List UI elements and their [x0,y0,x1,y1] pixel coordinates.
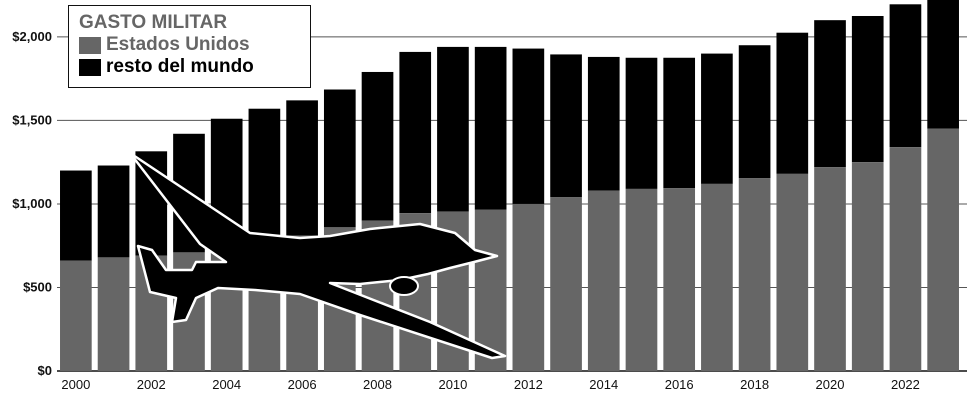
x-tick-label: 2006 [288,377,317,392]
y-axis: $0 $500 $1,000 $1,500 $2,000 [12,29,52,378]
bar-rest-2015 [625,57,658,189]
bar-us-2017 [701,183,733,371]
bar-rest-2013 [550,54,582,198]
bar-us-2016 [663,188,696,371]
legend-swatch-rest [79,58,101,76]
bar-rest-2019 [776,32,809,174]
x-tick-label: 2002 [137,377,166,392]
bar-rest-2014 [587,56,620,191]
bar-rest-2012 [512,48,545,204]
bar-rest-2008 [361,71,394,221]
bar-rest-2007 [323,89,356,228]
x-axis: 2000 2002 2004 2006 2008 2010 2012 2014 2016 2018… [61,377,920,392]
bar-rest-2010 [437,46,469,212]
x-tick-label: 2012 [514,377,543,392]
x-tick-label: 2000 [61,377,90,392]
chart-title: GASTO MILITAR [79,12,228,33]
x-tick-label: 2010 [438,377,467,392]
bar-rest-2005 [248,108,281,243]
y-tick-label: $1,500 [12,112,52,127]
bar-rest-2011 [474,46,507,210]
x-tick-label: 2020 [816,377,845,392]
y-tick-label: $1,000 [12,196,52,211]
bar-rest-2021 [851,15,884,163]
bar-us-2000 [60,260,92,371]
legend-swatch-us [79,36,101,54]
bar-us-2023 [927,128,959,371]
y-tick-label: $2,000 [12,29,52,44]
bar-rest-2001 [97,165,130,258]
bar-us-2001 [97,257,130,371]
legend: GASTO MILITAR Estados Unidos resto del m… [68,5,311,88]
legend-entry-rest: resto del mundo [79,56,310,78]
bar-us-2015 [625,188,658,371]
bar-us-2014 [587,190,620,371]
bar-us-2021 [851,162,884,371]
bar-rest-2017 [701,53,733,184]
bar-us-2022 [889,147,922,371]
x-tick-label: 2008 [363,377,392,392]
y-tick-label: $500 [23,279,52,294]
bar-us-2013 [550,197,582,371]
x-tick-label: 2004 [212,377,241,392]
bar-rest-2000 [60,170,92,261]
bar-rest-2009 [399,51,432,214]
bar-rest-2023 [927,0,959,129]
bar-rest-2016 [663,57,696,189]
bar-rest-2006 [286,100,318,236]
bar-rest-2022 [889,4,922,148]
x-tick-label: 2018 [740,377,769,392]
bar-group [60,0,959,371]
legend-entry-us: Estados Unidos [79,34,310,56]
bar-us-2012 [512,203,545,371]
bar-us-2020 [814,167,846,371]
y-tick-label: $0 [38,363,52,378]
x-tick-label: 2022 [891,377,920,392]
bar-rest-2018 [738,45,771,179]
legend-label-rest: resto del mundo [106,56,254,77]
x-tick-label: 2014 [589,377,618,392]
x-tick-label: 2016 [665,377,694,392]
bar-us-2018 [738,178,771,371]
bar-rest-2020 [814,20,846,168]
legend-label-us: Estados Unidos [106,34,250,55]
drone-icon [128,151,507,360]
bar-us-2019 [776,173,809,371]
